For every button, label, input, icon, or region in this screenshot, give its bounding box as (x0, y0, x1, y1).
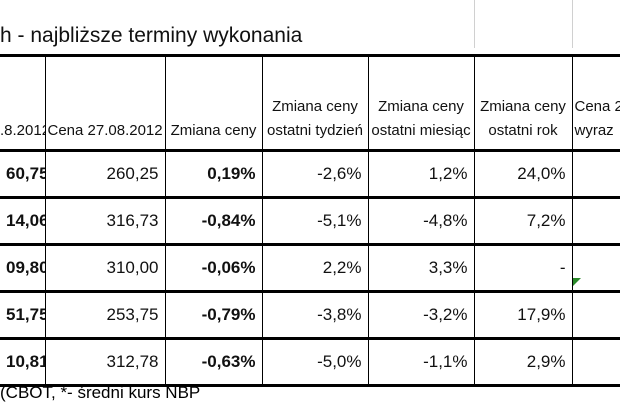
header-text: Cena 27.08.2012 (47, 122, 163, 139)
header-text: Zmiana ceny (170, 122, 257, 139)
title-row: h - najbliższe terminy wykonania (0, 0, 620, 57)
data-cell: -4,8% (367, 197, 474, 246)
data-cell: -2,6% (261, 150, 368, 199)
data-cell: 253,75 (44, 291, 165, 340)
data-cell: 0,19% (164, 150, 262, 199)
grid-line (572, 0, 573, 48)
header-text: Zmiana ceny (480, 98, 566, 115)
data-cell: 312,78 (44, 338, 165, 387)
data-cell: 14,06 (0, 197, 45, 246)
empty-cell (571, 150, 620, 199)
data-cell: -5,0% (261, 338, 368, 387)
header-text: ostatni tydzień (267, 122, 363, 139)
data-cell: 09,80 (0, 244, 45, 293)
data-cell: -1,1% (367, 338, 474, 387)
header-text: Cena 2 (574, 98, 620, 115)
data-cell: 2,9% (473, 338, 572, 387)
data-row: 10,81 312,78 -0,63% -5,0% -1,1% 2,9% (0, 338, 620, 387)
header-cell: Zmiana ceny ostatni tydzień (261, 55, 368, 152)
header-text: wyraz (574, 122, 614, 139)
cell-marker (573, 278, 581, 286)
header-text: ostatni miesiąc (371, 122, 471, 139)
data-row: 51,75 253,75 -0,79% -3,8% -3,2% 17,9% (0, 291, 620, 340)
data-row: 09,80 310,00 -0,06% 2,2% 3,3% - (0, 244, 620, 293)
data-cell: -3,2% (367, 291, 474, 340)
header-cell: Zmiana ceny ostatni rok (473, 55, 572, 152)
data-cell: 260,25 (44, 150, 165, 199)
table-title: h - najbliższe terminy wykonania (0, 0, 620, 57)
header-text: ostatni rok (488, 122, 558, 139)
data-row: 60,75 260,25 0,19% -2,6% 1,2% 24,0% (0, 150, 620, 199)
data-cell: 3,3% (367, 244, 474, 293)
header-cell: Cena 27.08.2012 (44, 55, 165, 152)
grid-line (474, 0, 475, 48)
data-cell: -0,06% (164, 244, 262, 293)
empty-cell (571, 338, 620, 387)
footer-note: (CBOT, *- średni kurs NBP (0, 383, 201, 402)
data-cell: -0,63% (164, 338, 262, 387)
data-row: 14,06 316,73 -0,84% -5,1% -4,8% 7,2% (0, 197, 620, 246)
empty-cell (571, 291, 620, 340)
data-cell: 17,9% (473, 291, 572, 340)
data-cell: -3,8% (261, 291, 368, 340)
header-cell: Zmiana ceny (164, 55, 262, 152)
data-cell: - (473, 244, 572, 293)
header-cell: Zmiana ceny ostatni miesiąc (367, 55, 474, 152)
header-text: Zmiana ceny (378, 98, 464, 115)
data-cell: 24,0% (473, 150, 572, 199)
data-cell: 2,2% (261, 244, 368, 293)
header-cell: .8.2012 (0, 55, 45, 152)
empty-cell (571, 197, 620, 246)
header-text: .8.2012 (0, 122, 45, 139)
data-cell: 310,00 (44, 244, 165, 293)
data-cell: -0,79% (164, 291, 262, 340)
header-cell: Cena 2 wyraz (571, 55, 620, 152)
data-cell: 7,2% (473, 197, 572, 246)
data-cell: 1,2% (367, 150, 474, 199)
data-cell: -0,84% (164, 197, 262, 246)
data-cell: 316,73 (44, 197, 165, 246)
data-cell: 51,75 (0, 291, 45, 340)
header-text: Zmiana ceny (272, 98, 358, 115)
data-cell: 10,81 (0, 338, 45, 387)
data-cell: 60,75 (0, 150, 45, 199)
data-cell: -5,1% (261, 197, 368, 246)
price-table: h - najbliższe terminy wykonania.8.2012C… (0, 0, 620, 387)
